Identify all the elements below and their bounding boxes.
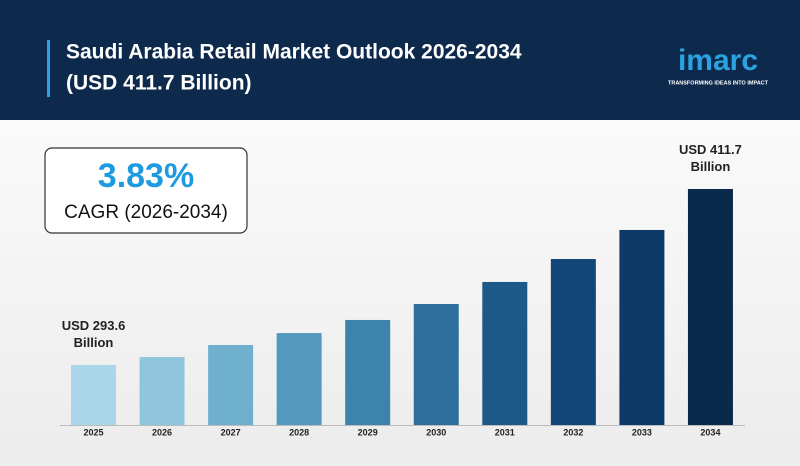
- value-label: USD 293.6 Billion: [62, 318, 126, 350]
- bar: [345, 319, 391, 425]
- bar: [71, 364, 116, 425]
- bar: [208, 344, 254, 425]
- cagr-box: [44, 147, 248, 234]
- bar: [482, 281, 528, 425]
- cagr-label: CAGR (2026-2034): [64, 202, 228, 223]
- chart-title: Saudi Arabia Retail Market Outlook 2026-…: [66, 41, 522, 64]
- header: [0, 0, 800, 120]
- bar: [619, 229, 665, 425]
- value-label: USD 411.7 Billion: [679, 142, 742, 174]
- bar: [276, 333, 322, 425]
- bar: [139, 357, 185, 425]
- x-tick-label: 2027: [221, 427, 241, 437]
- bar: [413, 304, 459, 425]
- brand-logo: imarc: [678, 44, 758, 77]
- x-tick-label: 2025: [83, 427, 103, 437]
- chart-subtitle: (USD 411.7 Billion): [66, 72, 252, 95]
- x-tick-label: 2031: [495, 427, 515, 437]
- x-tick-label: 2028: [289, 427, 309, 437]
- x-tick-label: 2033: [632, 427, 652, 437]
- x-tick-label: 2029: [358, 427, 378, 437]
- x-tick-label: 2034: [700, 427, 720, 437]
- x-tick-label: 2026: [152, 427, 172, 437]
- cagr-value: 3.83%: [98, 157, 194, 195]
- x-tick-label: 2030: [426, 427, 446, 437]
- accent-bar: [47, 40, 50, 97]
- bar: [687, 189, 733, 425]
- bar: [550, 259, 596, 425]
- brand-tagline: TRANSFORMING IDEAS INTO IMPACT: [668, 80, 769, 86]
- x-tick-label: 2032: [563, 427, 583, 437]
